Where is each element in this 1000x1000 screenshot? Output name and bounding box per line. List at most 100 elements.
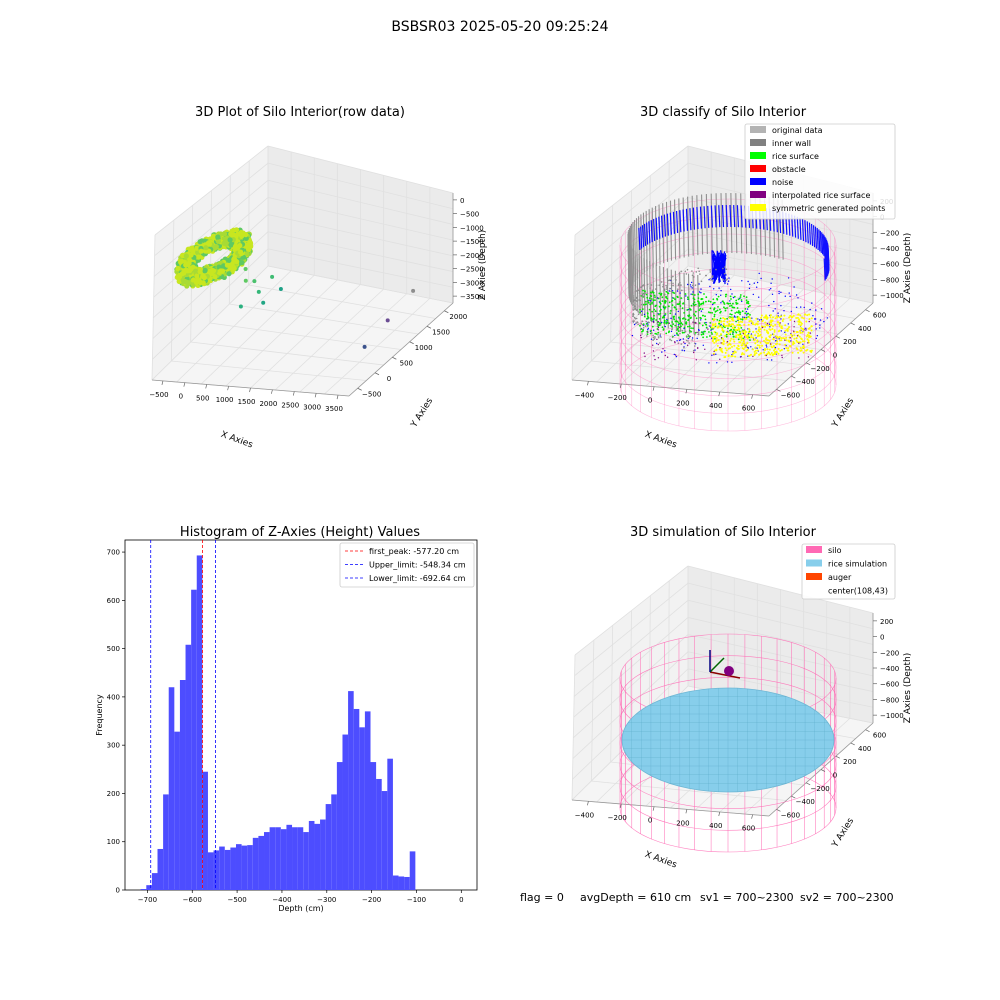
symmetric-point <box>780 348 783 351</box>
gridline-floor-y <box>190 341 384 366</box>
symmetric-point <box>747 331 750 334</box>
noise-point <box>787 323 789 325</box>
original-data-point <box>687 333 689 336</box>
inner-wall-streak <box>634 219 637 281</box>
symmetric-point <box>777 352 780 355</box>
raw-cluster-point <box>246 242 252 248</box>
rice-surface-point <box>707 311 710 313</box>
symmetric-point <box>712 352 715 355</box>
rice-surface-point <box>671 304 674 306</box>
legend-swatch <box>806 546 822 553</box>
rice-surface-point <box>709 307 712 310</box>
noise-point <box>765 344 767 346</box>
original-data-point <box>652 339 654 342</box>
rice-surface-point <box>692 327 694 330</box>
interpolated-point <box>789 337 791 339</box>
rice-surface-point <box>657 331 660 334</box>
original-data-point <box>633 295 635 297</box>
rice-surface-point <box>737 298 740 301</box>
raw-cluster-point <box>229 261 235 267</box>
symmetric-point <box>796 341 799 344</box>
raw-cluster-point <box>200 273 206 279</box>
original-data-point <box>640 303 643 306</box>
noise-streak <box>806 221 809 244</box>
symmetric-point <box>765 338 767 341</box>
gridline-left-y <box>668 160 670 286</box>
interpolated-point <box>769 343 772 345</box>
noise-streak <box>733 205 736 228</box>
gridline-back-z <box>267 179 454 225</box>
noise-streak <box>641 225 645 248</box>
symmetric-point <box>737 328 740 331</box>
gridline-back-z <box>267 197 454 241</box>
original-data-point <box>635 317 638 320</box>
raw-cluster-point <box>229 265 235 271</box>
symmetric-point <box>809 335 812 338</box>
p4-xtick-mark <box>619 803 622 809</box>
rice-surface-point <box>644 303 647 306</box>
symmetric-point <box>810 317 813 320</box>
symmetric-point <box>769 321 772 324</box>
interpolated-point <box>719 358 721 360</box>
rice-surface-point <box>693 313 695 316</box>
rice-surface-point <box>682 317 684 320</box>
rice-surface-point <box>724 309 727 312</box>
symmetric-point <box>737 317 740 320</box>
histogram-ylabel: Frequency <box>95 694 104 736</box>
gridline-back-z <box>687 214 874 257</box>
noise-point <box>720 290 722 292</box>
histogram-bar <box>364 711 371 890</box>
p2-ytick-label: 600 <box>873 312 886 320</box>
symmetric-point <box>785 347 788 350</box>
p4-ztick-label: −400 <box>880 665 899 673</box>
histogram-bar <box>168 687 175 890</box>
symmetric-point <box>714 324 717 327</box>
interpolated-point <box>643 352 645 354</box>
histogram-legend-label: Upper_limit: -548.34 cm <box>369 561 466 570</box>
rice-surface-point <box>687 319 690 322</box>
original-data-point <box>692 272 695 274</box>
symmetric-point <box>740 353 743 356</box>
noise-point <box>758 319 761 321</box>
interpolated-point <box>726 341 729 343</box>
rice-surface-point <box>724 307 727 310</box>
inner-wall-streak <box>678 198 681 259</box>
original-data-point <box>644 325 647 328</box>
symmetric-point <box>745 343 748 346</box>
rice-surface-point <box>709 322 712 324</box>
interpolated-point <box>765 354 767 357</box>
symmetric-point <box>722 323 725 326</box>
original-data-point <box>649 287 651 289</box>
original-data-point <box>684 270 687 273</box>
rice-surface-point <box>747 300 750 303</box>
rice-surface-point <box>697 293 700 296</box>
symmetric-point <box>712 323 714 326</box>
noise-point <box>757 318 759 320</box>
gridline-left-y <box>590 220 595 362</box>
original-data-point <box>637 313 640 316</box>
original-data-point <box>688 342 690 344</box>
symmetric-point <box>711 326 713 329</box>
symmetric-point <box>801 340 804 343</box>
p2-xtick-mark <box>619 383 622 389</box>
original-data-point <box>639 299 641 302</box>
original-data-point <box>709 271 712 273</box>
symmetric-point <box>764 321 767 324</box>
legend-label: silo <box>828 546 842 555</box>
symmetric-point <box>778 339 781 342</box>
rice-surface-point <box>741 310 744 313</box>
raw-cluster-point <box>239 233 245 239</box>
noise-streak <box>819 230 822 253</box>
original-data-point <box>655 288 657 290</box>
original-data-point <box>662 284 665 286</box>
inner-wall-streak <box>628 230 631 291</box>
raw-cluster-point <box>210 233 217 239</box>
noise-point <box>700 288 702 290</box>
auger-bar <box>709 671 741 679</box>
inner-wall-streak <box>635 218 639 279</box>
histogram-ytick-label: 400 <box>107 693 120 701</box>
gridline-back-z <box>687 599 874 645</box>
noise-point <box>771 293 774 295</box>
raw-cluster-point <box>197 269 203 275</box>
noise-point <box>741 280 743 282</box>
